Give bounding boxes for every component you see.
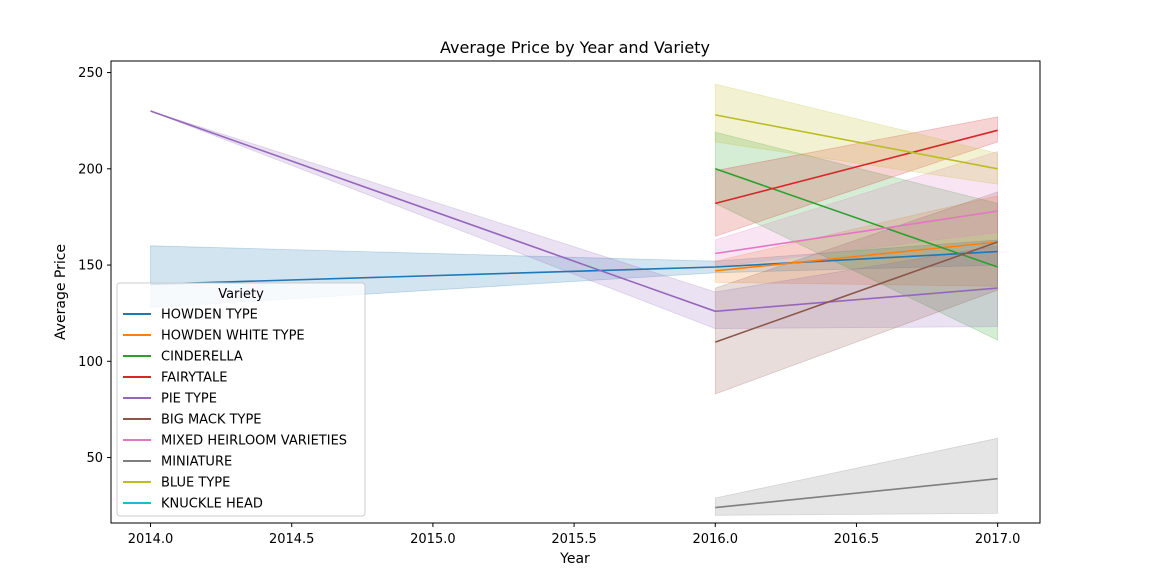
series-line-4: [150, 110, 998, 313]
y-tick-label: 50: [86, 451, 103, 466]
legend-label: BIG MACK TYPE: [161, 413, 262, 428]
series-line-2: [715, 168, 998, 268]
legend-label: FAIRYTALE: [161, 371, 227, 386]
x-tick-label: 2014.0: [128, 532, 174, 547]
y-tick-label: 100: [78, 355, 103, 370]
legend-box: [116, 282, 366, 517]
x-axis: 2014.0 2014.5 2015.0 2015.5 2016.0 2016.5 2017…: [128, 523, 1021, 547]
x-tick-label: 2015.0: [410, 532, 456, 547]
chart-title: Average Price by Year and Variety: [440, 38, 710, 57]
legend-title: Variety: [218, 287, 264, 302]
legend-label: MINIATURE: [161, 455, 232, 470]
series-line-8: [715, 114, 998, 170]
x-axis-label: Year: [559, 551, 590, 567]
series-line-7: [715, 477, 998, 509]
legend-label: PIE TYPE: [161, 392, 217, 407]
series-lines: [150, 110, 998, 509]
x-tick-label: 2016.5: [834, 532, 880, 547]
legend-label: MIXED HEIRLOOM VARIETIES: [161, 434, 347, 449]
y-tick-label: 200: [78, 162, 103, 177]
y-axis: 50 100 150 200 250: [78, 66, 111, 466]
ci-band-3: [714, 116, 998, 237]
legend: Variety HOWDEN TYPE HOWDEN WHITE TYPE CIND…: [116, 282, 366, 517]
series-line-3: [715, 129, 998, 205]
plot-frame: [110, 60, 1041, 524]
legend-label: HOWDEN TYPE: [161, 308, 258, 323]
series-line-6: [715, 210, 998, 255]
series-line-0: [150, 250, 998, 286]
y-tick-label: 150: [78, 259, 103, 274]
legend-label: BLUE TYPE: [161, 476, 230, 491]
x-tick-label: 2015.5: [551, 532, 597, 547]
ci-band-2: [714, 131, 998, 341]
y-axis-label: Average Price: [53, 244, 69, 340]
ci-band-7: [714, 437, 998, 516]
series-line-1: [715, 241, 998, 272]
ci-band-6: [714, 150, 998, 268]
ci-band-4: [150, 110, 998, 330]
legend-label: HOWDEN WHITE TYPE: [161, 329, 305, 344]
x-tick-label: 2016.0: [693, 532, 739, 547]
legend-label: KNUCKLE HEAD: [161, 497, 263, 512]
x-tick-label: 2014.5: [269, 532, 315, 547]
x-tick-label: 2017.0: [975, 532, 1021, 547]
y-tick-label: 250: [78, 66, 103, 81]
legend-label: CINDERELLA: [161, 350, 243, 365]
series-line-5: [715, 241, 998, 343]
ci-band-8: [714, 83, 998, 185]
